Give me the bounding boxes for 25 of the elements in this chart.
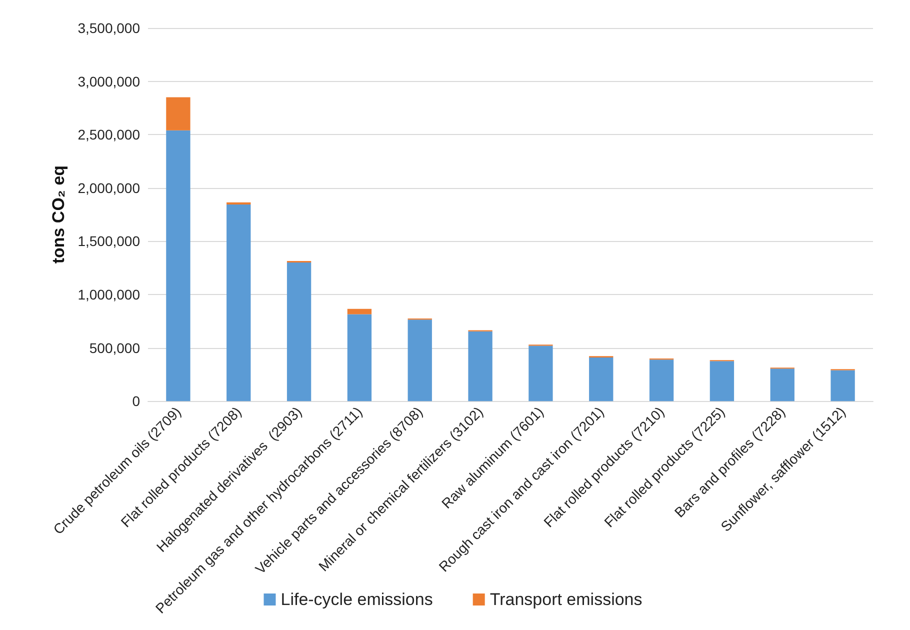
bar [347, 314, 372, 402]
bar [286, 262, 312, 402]
y-tick-label: 0 [132, 393, 140, 410]
bar [166, 97, 190, 130]
bar [710, 361, 734, 402]
y-tick-label: 1,000,000 [78, 286, 140, 303]
bar [226, 204, 251, 402]
bar [347, 308, 372, 314]
y-tick-label: 500,000 [89, 340, 140, 356]
bar [649, 360, 674, 402]
legend-label: Transport emissions [490, 590, 642, 609]
bar [770, 368, 794, 402]
y-tick-label: 1,500,000 [78, 233, 140, 250]
y-axis-title: tons CO₂ eq [48, 165, 68, 264]
bar [589, 357, 614, 402]
y-tick-label: 2,500,000 [78, 126, 140, 143]
bar [166, 130, 190, 402]
y-tick-label: 3,500,000 [78, 20, 140, 36]
bar [408, 320, 432, 402]
bar [528, 346, 553, 402]
legend-label: Life-cycle emissions [280, 590, 433, 609]
y-tick-label: 2,000,000 [78, 180, 140, 196]
y-tick-label: 3,000,000 [78, 73, 140, 90]
bar [830, 370, 855, 402]
bar [468, 331, 492, 402]
